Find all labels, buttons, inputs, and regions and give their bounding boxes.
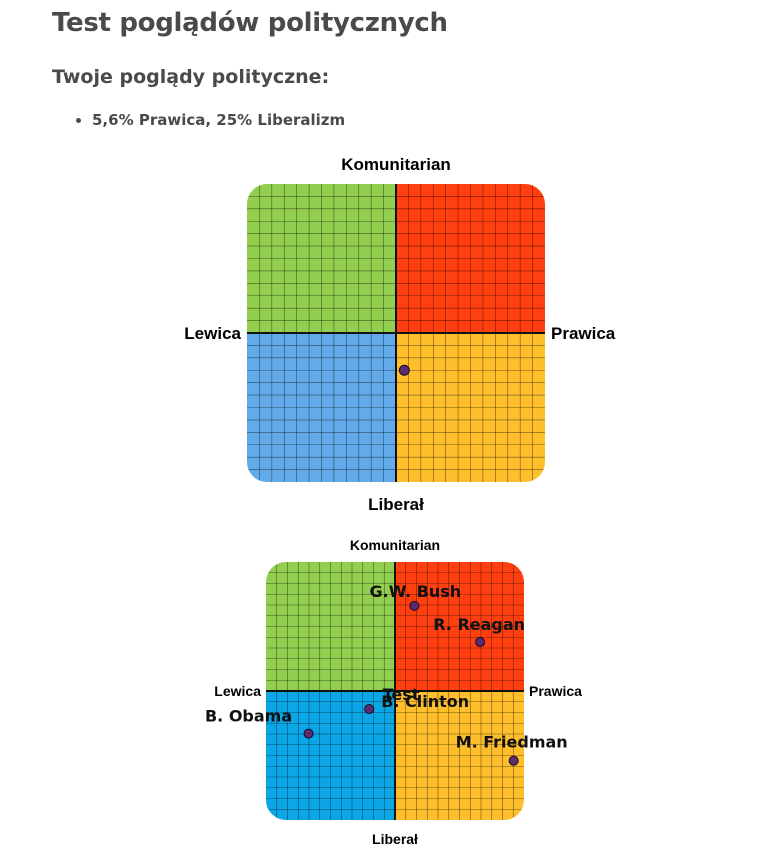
axis-label-right: Prawica [551,324,616,343]
axis-label-left: Lewica [184,324,241,343]
data-point [303,728,314,739]
data-point [364,704,375,715]
page-title: Test poglądów politycznych [52,8,448,38]
axis-label-top: Komunitarian [350,537,440,553]
result-item: 5,6% Prawica, 25% Liberalizm [92,110,345,130]
section-title: Twoje poglądy polityczne: [52,66,330,88]
data-point [409,600,420,611]
axis-label-left: Lewica [214,683,261,699]
data-point-label: B. Clinton [381,692,469,711]
result-list: 5,6% Prawica, 25% Liberalizm [52,110,345,130]
axis-label-bottom: Liberał [368,495,424,514]
axis-label-right: Prawica [529,683,582,699]
axis-label-top: Komunitarian [341,155,451,174]
data-point-label: R. Reagan [433,615,525,634]
data-point [475,636,486,647]
data-point-label: B. Obama [205,707,292,726]
data-point-label: G.W. Bush [369,582,461,601]
data-point-label: Test [383,685,420,704]
axis-label-bottom: Liberał [372,831,418,847]
data-point-label: M. Friedman [456,733,568,752]
data-point [508,755,519,766]
data-point [398,364,410,376]
